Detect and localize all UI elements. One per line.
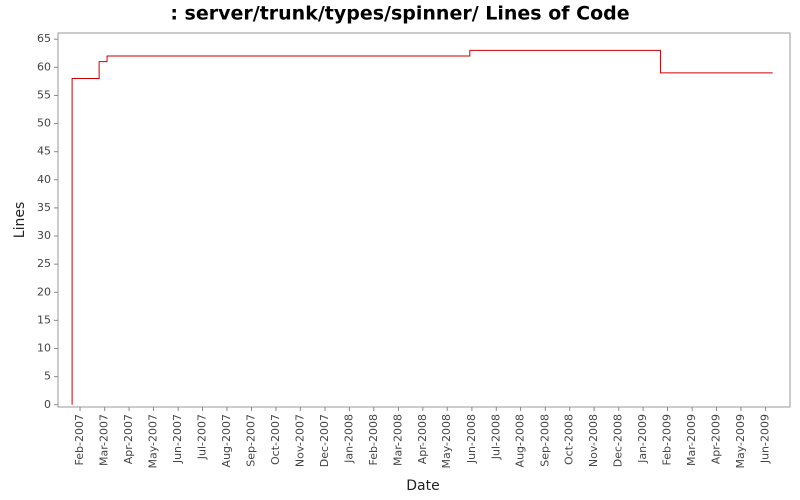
y-tick-label: 60 <box>37 60 51 73</box>
x-tick-label: Jan-2009 <box>636 414 649 464</box>
y-tick-label: 45 <box>37 145 51 158</box>
x-tick-label: Mar-2008 <box>391 414 404 466</box>
x-tick-label: Dec-2007 <box>318 414 331 467</box>
y-tick-label: 55 <box>37 88 51 101</box>
x-tick-label: Jun-2007 <box>171 414 184 464</box>
x-tick-label: Oct-2008 <box>563 414 576 465</box>
x-tick-label: Mar-2007 <box>98 414 111 466</box>
x-tick-label: Feb-2009 <box>661 414 674 465</box>
x-tick-label: Nov-2007 <box>293 414 306 467</box>
x-tick-label: Jul-2008 <box>489 414 502 460</box>
y-tick-label: 30 <box>37 229 51 242</box>
x-tick-label: Aug-2008 <box>514 414 527 467</box>
x-tick-label: Feb-2008 <box>367 414 380 465</box>
y-tick-label: 50 <box>37 117 51 130</box>
x-tick-label: Mar-2009 <box>685 414 698 466</box>
x-tick-label: Sep-2008 <box>538 414 551 467</box>
x-tick-label: Jan-2008 <box>342 414 355 464</box>
chart-title: : server/trunk/types/spinner/ Lines of C… <box>170 3 629 25</box>
x-tick-label: Oct-2007 <box>269 414 282 465</box>
y-tick-label: 65 <box>37 32 51 45</box>
y-tick-label: 0 <box>44 398 51 411</box>
y-tick-label: 10 <box>37 342 51 355</box>
x-tick-label: Apr-2008 <box>416 414 429 464</box>
plot-area <box>57 32 791 408</box>
x-tick-label: Dec-2008 <box>612 414 625 467</box>
x-tick-label: Sep-2007 <box>245 414 258 467</box>
y-tick-label: 5 <box>44 370 51 383</box>
y-tick-label: 35 <box>37 201 51 214</box>
y-tick-label: 15 <box>37 313 51 326</box>
x-tick-label: Apr-2007 <box>122 414 135 464</box>
x-tick-label: Apr-2009 <box>710 414 723 464</box>
x-axis-label: Date <box>406 478 439 494</box>
x-tick-label: May-2008 <box>440 414 453 469</box>
x-tick-label: Jun-2008 <box>465 414 478 464</box>
x-tick-label: Feb-2007 <box>73 414 86 465</box>
data-line <box>71 49 773 405</box>
x-tick-label: May-2007 <box>146 414 159 469</box>
x-tick-label: May-2009 <box>734 414 747 469</box>
x-tick-label: Aug-2007 <box>220 414 233 467</box>
y-tick-label: 25 <box>37 257 51 270</box>
x-tick-label: Jul-2007 <box>196 414 209 460</box>
y-tick-label: 40 <box>37 173 51 186</box>
y-axis-label: Lines <box>12 202 28 238</box>
x-tick-label: Nov-2008 <box>587 414 600 467</box>
x-tick-label: Jun-2009 <box>759 414 772 464</box>
y-tick-label: 20 <box>37 285 51 298</box>
